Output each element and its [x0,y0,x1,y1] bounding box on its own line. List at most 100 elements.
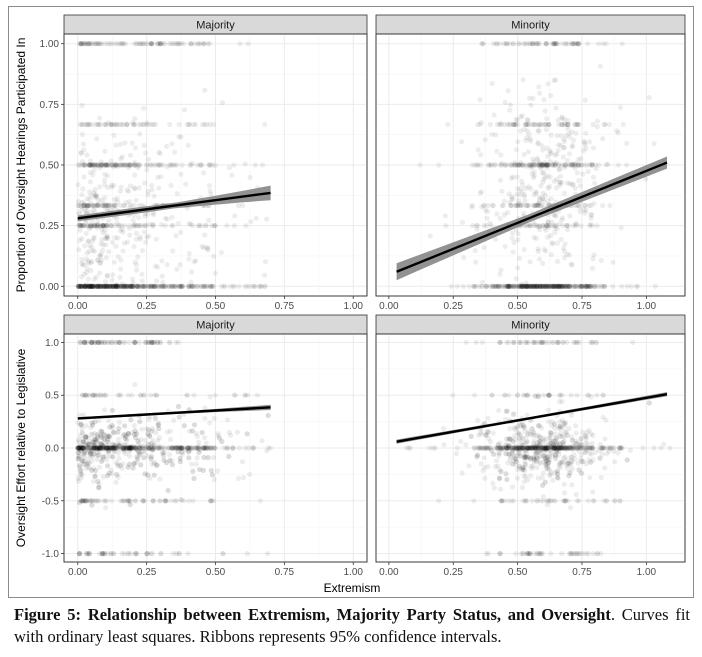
scatter-point [116,283,122,289]
scatter-point [160,450,166,456]
scatter-point [518,202,524,209]
scatter-point [94,223,100,229]
scatter-point [128,417,134,423]
scatter-point [121,283,127,289]
scatter-point [111,121,117,128]
scatter-point [667,445,673,451]
scatter-point [145,192,151,198]
scatter-point [510,339,516,345]
scatter-point [87,283,93,289]
scatter-point [143,41,149,47]
scatter-point [98,223,104,229]
scatter-point [183,181,189,187]
scatter-point [191,259,197,265]
scatter-point [109,182,115,188]
scatter-point [124,283,130,289]
scatter-point [564,157,571,164]
scatter-point [178,283,184,289]
scatter-point [202,87,208,93]
scatter-point [525,202,531,209]
x-tick-label: 0.00 [379,301,399,312]
scatter-point [77,41,83,47]
scatter-point [142,283,148,289]
scatter-point [485,415,491,421]
scatter-point [77,237,83,243]
scatter-point [75,199,81,205]
scatter-point [582,210,588,216]
scatter-point [110,239,116,245]
scatter-point [97,283,103,289]
scatter-point [127,283,133,289]
scatter-point [160,162,166,168]
scatter-point [149,223,156,229]
scatter-point [195,283,201,289]
scatter-point [205,455,211,461]
scatter-point [120,41,126,47]
scatter-point [93,274,99,280]
scatter-point [99,223,105,229]
scatter-point [532,393,538,399]
scatter-point [90,283,96,289]
scatter-point [97,283,103,289]
scatter-point [559,217,565,223]
scatter-point [502,243,508,250]
scatter-point [178,229,184,235]
scatter-point [91,443,98,449]
scatter-point [567,181,573,187]
scatter-point [197,41,203,47]
scatter-point [144,551,150,557]
scatter-point [552,421,558,427]
scatter-point [651,141,657,147]
scatter-point [493,41,499,47]
scatter-point [115,445,121,451]
scatter-point [79,274,85,280]
scatter-point [89,244,95,250]
scatter-point [537,90,543,96]
y-tick-label: 0.25 [40,221,60,232]
scatter-point [212,270,218,276]
scatter-point [144,234,150,240]
scatter-point [548,551,554,557]
scatter-point [555,162,561,168]
scatter-point [149,41,155,47]
scatter-point [78,150,84,156]
scatter-point [201,283,207,289]
scatter-point [119,281,126,287]
scatter-point [112,162,118,168]
scatter-point [573,423,579,429]
scatter-point [75,283,81,289]
scatter-point [496,407,502,414]
x-tick-label: 0.75 [275,301,295,312]
scatter-point [135,254,141,260]
scatter-point [544,116,550,122]
scatter-point [153,162,159,168]
scatter-point [171,417,177,423]
scatter-point [137,41,143,47]
scatter-point [123,283,129,289]
scatter-point [186,121,192,128]
scatter-point [193,258,199,264]
y-tick-label: 1.0 [45,338,59,349]
scatter-point [79,392,86,398]
scatter-point [77,222,84,228]
scatter-point [488,162,494,168]
scatter-point [173,498,179,504]
scatter-point [530,174,537,181]
scatter-point [89,467,95,473]
scatter-point [100,223,106,229]
scatter-point [86,283,92,289]
scatter-point [201,41,207,47]
scatter-point [103,162,109,168]
scatter-point [80,186,86,192]
x-tick-label: 0.75 [572,567,592,578]
scatter-point [589,339,596,345]
scatter-point [179,283,185,289]
scatter-point [75,437,81,443]
scatter-point [170,551,176,557]
scatter-point [140,41,146,47]
scatter-point [78,162,84,168]
scatter-point [95,283,101,289]
scatter-point [471,445,477,451]
scatter-point [475,223,481,229]
scatter-point [158,41,164,47]
